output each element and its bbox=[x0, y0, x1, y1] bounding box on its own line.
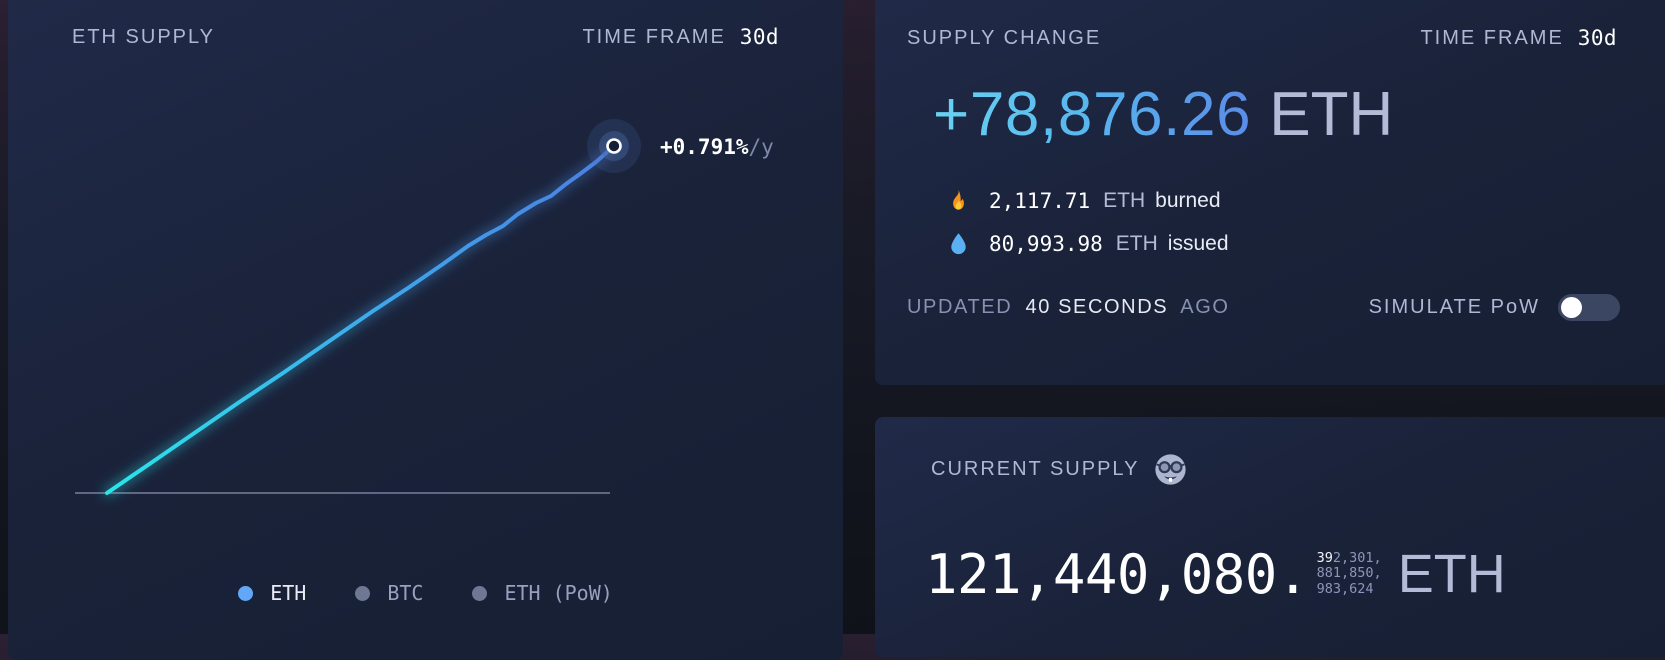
current-supply-widget: CURRENT SUPPLY 121,440,080. 392,301, 881… bbox=[875, 417, 1665, 657]
legend-label: BTC bbox=[387, 581, 424, 605]
supply-integer-part: 121,440,080. bbox=[925, 542, 1309, 606]
supply-fraction-stack: 392,301, 881,850, 983,624 bbox=[1316, 549, 1382, 598]
issued-unit: ETH bbox=[1115, 232, 1158, 255]
eth-dot-icon bbox=[238, 585, 254, 601]
chart-title: ETH SUPPLY bbox=[72, 25, 215, 48]
current-supply-amount: 121,440,080. 392,301, 881,850, 983,624 E… bbox=[925, 542, 1506, 606]
supply-chart-svg bbox=[75, 119, 641, 497]
growth-rate-value: +0.791% bbox=[660, 135, 749, 159]
issued-row: 80,993.98 ETH issued bbox=[945, 223, 1229, 265]
simulate-pow-toggle[interactable] bbox=[1558, 293, 1620, 321]
change-value: +78,876.26 bbox=[933, 80, 1252, 149]
growth-rate-unit: /y bbox=[748, 135, 774, 159]
burned-row: 2,117.71 ETH burned bbox=[945, 180, 1221, 222]
legend-item-eth-pow[interactable]: ETH (PoW) bbox=[472, 581, 613, 605]
updated-prefix: UPDATED bbox=[907, 295, 1013, 318]
eth-pow-dot-icon bbox=[472, 585, 488, 601]
time-frame-label: TIME FRAME bbox=[582, 25, 726, 48]
legend-item-btc[interactable]: BTC bbox=[355, 581, 423, 605]
legend-label: ETH bbox=[270, 581, 307, 605]
supply-change-title: SUPPLY CHANGE bbox=[907, 26, 1102, 49]
growth-annotation: +0.791%/y bbox=[660, 134, 774, 160]
current-supply-header: CURRENT SUPPLY bbox=[931, 453, 1617, 485]
legend-label: ETH (PoW) bbox=[504, 581, 613, 605]
eth-supply-widget: ETH SUPPLY TIME FRAME 30d +0.791%/y ETH … bbox=[8, 0, 843, 660]
current-supply-title: CURRENT SUPPLY bbox=[931, 457, 1140, 480]
updated-value: 40 SECONDS bbox=[1025, 295, 1169, 318]
burned-value: 2,117.71 bbox=[989, 189, 1091, 213]
supply-unit: ETH bbox=[1397, 544, 1506, 604]
droplet-icon bbox=[951, 232, 966, 254]
chart-legend: ETH BTC ETH (PoW) bbox=[8, 580, 843, 606]
fraction-dim-2: 881,850, bbox=[1316, 565, 1382, 582]
chart-header: ETH SUPPLY TIME FRAME 30d bbox=[72, 24, 779, 50]
supply-change-widget: SUPPLY CHANGE TIME FRAME 30d +78,876.26 … bbox=[875, 0, 1665, 385]
eth-supply-line bbox=[105, 144, 616, 495]
nerd-face-icon bbox=[1155, 453, 1187, 485]
simulate-pow-control: SIMULATE PoW bbox=[1368, 293, 1620, 321]
updated-status: UPDATED 40 SECONDS AGO bbox=[907, 296, 1230, 319]
endpoint-marker bbox=[587, 119, 641, 173]
supply-change-header: SUPPLY CHANGE TIME FRAME 30d bbox=[907, 25, 1617, 51]
burned-unit: ETH bbox=[1103, 189, 1146, 212]
fraction-dim-1: 2,301, bbox=[1332, 549, 1382, 566]
toggle-knob bbox=[1561, 296, 1582, 318]
supply-change-amount: +78,876.26 ETH bbox=[933, 79, 1394, 149]
fraction-dim-3: 983,624 bbox=[1316, 580, 1374, 597]
change-unit: ETH bbox=[1269, 80, 1394, 149]
time-frame-value[interactable]: 30d bbox=[1577, 26, 1617, 50]
supply-change-footer: UPDATED 40 SECONDS AGO SIMULATE PoW bbox=[907, 290, 1620, 324]
issued-label: issued bbox=[1167, 232, 1229, 255]
time-frame-label: TIME FRAME bbox=[1420, 26, 1564, 49]
fire-icon bbox=[953, 189, 964, 210]
btc-dot-icon bbox=[355, 585, 371, 601]
time-frame-value[interactable]: 30d bbox=[739, 25, 779, 49]
legend-item-eth[interactable]: ETH bbox=[238, 581, 306, 605]
simulate-pow-label: SIMULATE PoW bbox=[1368, 295, 1540, 318]
issued-value: 80,993.98 bbox=[989, 232, 1103, 256]
updated-suffix: AGO bbox=[1180, 295, 1230, 318]
burned-label: burned bbox=[1155, 189, 1221, 212]
fraction-bright: 39 bbox=[1316, 549, 1333, 566]
